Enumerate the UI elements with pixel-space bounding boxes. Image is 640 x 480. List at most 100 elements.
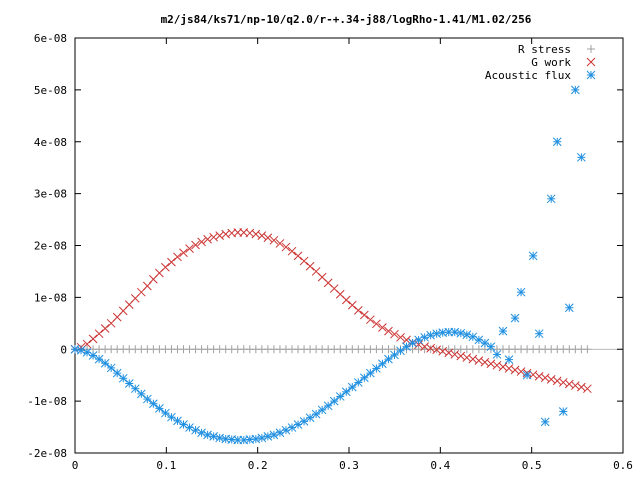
data-point [372,364,381,373]
data-point [384,354,393,364]
data-point [528,251,538,261]
data-point [136,389,146,399]
legend-marker [586,57,596,67]
data-point [263,432,273,441]
chart-title: m2/js84/ks71/np-10/q2.0/r-+.34-j88/logRh… [161,13,532,26]
data-point [516,287,526,297]
data-point [576,382,586,392]
data-point [173,252,182,262]
data-point [353,378,363,387]
y-tick-label: 1e-08 [34,291,67,304]
data-point [251,229,261,239]
data-point [450,350,460,359]
data-point [480,338,490,348]
x-tick-label: 0.5 [522,459,542,472]
data-point [353,305,363,315]
data-point [486,342,496,352]
y-tick-label: 5e-08 [34,84,67,97]
data-point [275,239,285,248]
data-point [203,430,212,440]
data-point [281,242,291,252]
data-point [149,399,158,409]
legend-label: G work [531,56,571,69]
data-point [390,350,399,360]
data-point [510,365,520,375]
data-point [317,405,327,415]
data-point [359,373,369,383]
data-point [118,373,128,383]
data-point [468,354,478,364]
data-point [438,346,448,356]
data-point [287,246,297,256]
data-point [498,362,508,372]
data-point [444,348,454,358]
data-point [155,404,164,413]
data-point [552,376,562,386]
data-point [335,392,345,401]
x-tick-label: 0.1 [156,459,176,472]
data-point [269,430,279,440]
data-point [372,319,381,329]
data-point [100,324,110,333]
data-point [215,231,225,240]
data-point [378,359,387,369]
series-acoustic-flux [70,85,586,445]
data-point [167,257,176,267]
data-point [124,379,134,388]
x-tick-label: 0.4 [430,459,450,472]
data-point [161,262,170,272]
data-point [257,231,267,240]
data-point [462,330,472,340]
data-point [558,407,568,416]
data-point [480,357,490,367]
data-point [347,382,357,392]
data-point [179,248,188,258]
data-point [516,367,526,376]
y-tick-label: 4e-08 [34,136,67,149]
data-point [492,350,502,359]
data-point [540,373,550,383]
data-point [311,409,321,419]
data-point [323,401,333,411]
data-point [191,240,200,250]
data-point [462,353,472,362]
data-point [432,345,442,355]
data-point [142,281,152,291]
data-point [94,354,104,364]
data-point [366,368,375,378]
data-point [167,412,176,422]
data-point [88,351,98,360]
legend-marker [586,70,596,80]
data-point [209,232,218,242]
data-point [88,334,98,344]
data-point [76,345,86,355]
data-point [293,251,303,261]
data-point [558,378,568,387]
data-point [570,85,580,95]
x-tick-label: 0 [72,459,79,472]
data-point [583,384,592,394]
data-point [420,342,429,352]
data-point [142,394,152,404]
y-tick-label: 3e-08 [34,188,67,201]
data-point [185,244,194,253]
data-point [552,137,562,147]
data-point [197,237,206,247]
y-tick-label: -1e-08 [27,395,67,408]
data-point [456,351,466,361]
data-point [492,360,502,370]
data-point [263,233,273,243]
data-point [359,310,369,320]
data-point [546,194,556,204]
legend-label: R stress [518,43,571,56]
data-point [245,435,255,444]
data-point [130,384,140,394]
data-point [510,313,520,323]
x-tick-label: 0.6 [613,459,633,472]
legend-label: Acoustic flux [485,69,571,82]
data-point [112,368,122,378]
data-point [347,300,357,310]
data-point [564,303,574,313]
